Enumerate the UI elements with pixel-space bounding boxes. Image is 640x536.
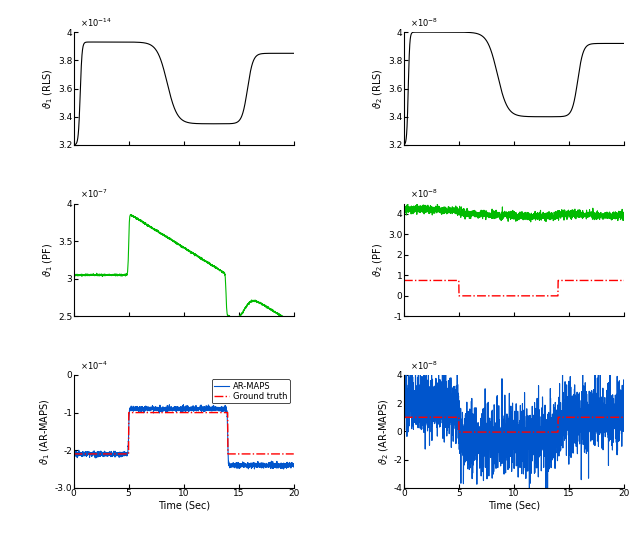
Line: AR-MAPS: AR-MAPS: [74, 405, 294, 469]
Ground truth: [284, 451, 291, 457]
Ground truth: [171, 410, 179, 416]
AR-MAPS: [70, 452, 77, 458]
AR-MAPS: [171, 404, 179, 411]
Y-axis label: $\vartheta_2$ (PF): $\vartheta_2$ (PF): [372, 243, 385, 277]
Y-axis label: $\vartheta_1$ (RLS): $\vartheta_1$ (RLS): [42, 68, 55, 109]
Ground truth: [81, 451, 89, 457]
AR-MAPS: [177, 407, 184, 413]
Y-axis label: $\vartheta_2$ (RLS): $\vartheta_2$ (RLS): [372, 68, 385, 109]
AR-MAPS: [180, 401, 188, 408]
Ground truth: [177, 410, 184, 416]
X-axis label: Time (Sec): Time (Sec): [157, 501, 210, 511]
Legend: AR-MAPS, Ground truth: AR-MAPS, Ground truth: [212, 379, 289, 404]
Ground truth: [284, 451, 291, 457]
Y-axis label: $\vartheta_2$ (AR-MAPS): $\vartheta_2$ (AR-MAPS): [377, 398, 391, 465]
Text: $\times10^{-8}$: $\times10^{-8}$: [410, 359, 438, 371]
Text: $\times10^{-8}$: $\times10^{-8}$: [410, 17, 438, 29]
AR-MAPS: [284, 462, 291, 468]
AR-MAPS: [290, 464, 298, 470]
Y-axis label: $\vartheta_1$ (AR-MAPS): $\vartheta_1$ (AR-MAPS): [38, 398, 52, 465]
Ground truth: [290, 451, 298, 457]
Text: $\times10^{-8}$: $\times10^{-8}$: [410, 188, 438, 200]
Ground truth: [243, 451, 251, 457]
AR-MAPS: [280, 466, 287, 472]
Ground truth: [70, 451, 77, 457]
X-axis label: Time (Sec): Time (Sec): [488, 501, 540, 511]
AR-MAPS: [284, 464, 291, 471]
Text: $\times10^{-14}$: $\times10^{-14}$: [80, 17, 112, 29]
Text: $\times10^{-7}$: $\times10^{-7}$: [80, 188, 108, 200]
AR-MAPS: [81, 449, 89, 456]
Line: Ground truth: Ground truth: [74, 413, 294, 454]
Text: $\times10^{-4}$: $\times10^{-4}$: [80, 359, 108, 371]
Y-axis label: $\vartheta_1$ (PF): $\vartheta_1$ (PF): [42, 243, 55, 277]
AR-MAPS: [243, 465, 251, 471]
Ground truth: [125, 410, 132, 416]
